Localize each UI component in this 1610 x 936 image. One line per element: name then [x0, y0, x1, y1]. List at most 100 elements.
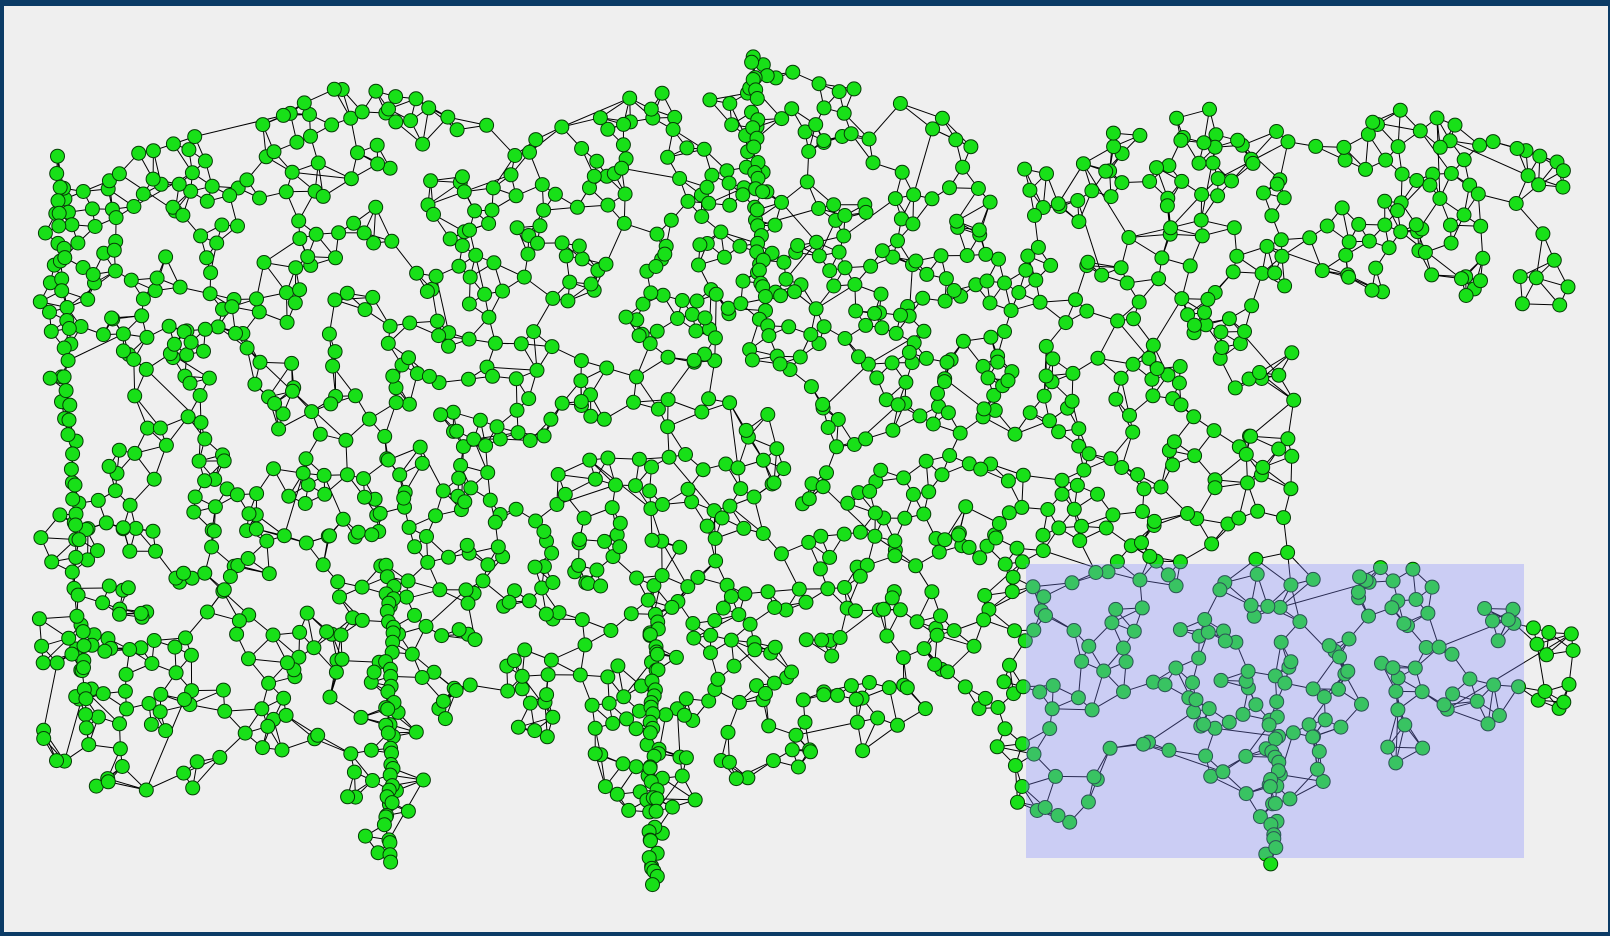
graph-node[interactable]	[610, 658, 626, 674]
graph-node[interactable]	[249, 291, 264, 307]
graph-node[interactable]	[970, 181, 986, 196]
graph-node[interactable]	[961, 539, 977, 555]
graph-node[interactable]	[543, 411, 559, 427]
graph-node[interactable]	[908, 253, 924, 269]
graph-node[interactable]	[820, 581, 836, 597]
graph-node[interactable]	[1317, 712, 1333, 728]
graph-node[interactable]	[400, 573, 416, 589]
graph-node[interactable]	[526, 324, 542, 340]
graph-node[interactable]	[1126, 311, 1141, 327]
graph-node[interactable]	[1119, 275, 1135, 291]
graph-node[interactable]	[991, 251, 1006, 267]
graph-node[interactable]	[402, 315, 418, 331]
graph-node[interactable]	[408, 91, 424, 107]
graph-node[interactable]	[1135, 736, 1151, 752]
graph-node[interactable]	[461, 371, 476, 387]
graph-node[interactable]	[146, 471, 162, 487]
graph-node[interactable]	[678, 750, 694, 766]
graph-node[interactable]	[167, 639, 183, 655]
graph-node[interactable]	[1193, 212, 1209, 228]
graph-node[interactable]	[456, 184, 472, 200]
graph-node[interactable]	[766, 475, 782, 491]
graph-node[interactable]	[649, 226, 665, 242]
graph-node[interactable]	[42, 304, 57, 320]
graph-node[interactable]	[715, 600, 731, 616]
graph-node[interactable]	[1238, 446, 1254, 462]
graph-node[interactable]	[1393, 224, 1409, 240]
graph-node[interactable]	[1405, 561, 1421, 577]
graph-node[interactable]	[811, 76, 827, 92]
graph-node[interactable]	[655, 497, 670, 512]
graph-node[interactable]	[646, 578, 662, 594]
graph-node[interactable]	[699, 179, 715, 195]
graph-node[interactable]	[858, 204, 874, 220]
graph-node[interactable]	[197, 565, 213, 581]
graph-node[interactable]	[816, 319, 832, 335]
graph-node[interactable]	[809, 234, 824, 250]
graph-node[interactable]	[948, 132, 964, 148]
graph-node[interactable]	[100, 774, 116, 790]
graph-node[interactable]	[799, 174, 815, 190]
graph-node[interactable]	[1108, 391, 1124, 407]
graph-node[interactable]	[1038, 368, 1054, 384]
graph-node[interactable]	[929, 627, 945, 643]
graph-node[interactable]	[1229, 248, 1245, 264]
graph-node[interactable]	[890, 233, 905, 249]
graph-node[interactable]	[230, 218, 245, 234]
graph-node[interactable]	[676, 707, 692, 723]
graph-node[interactable]	[1096, 663, 1112, 679]
graph-node[interactable]	[722, 197, 738, 213]
graph-node[interactable]	[881, 680, 897, 696]
graph-node[interactable]	[672, 539, 688, 555]
graph-node[interactable]	[1456, 207, 1472, 223]
graph-node[interactable]	[34, 638, 50, 654]
graph-node[interactable]	[1390, 702, 1406, 718]
graph-node[interactable]	[1277, 278, 1293, 294]
graph-node[interactable]	[1098, 520, 1114, 536]
graph-node[interactable]	[1248, 551, 1264, 567]
graph-node[interactable]	[158, 249, 174, 265]
graph-node[interactable]	[1276, 510, 1291, 526]
graph-node[interactable]	[1480, 716, 1496, 732]
graph-node[interactable]	[1058, 315, 1074, 331]
graph-node[interactable]	[1472, 137, 1488, 153]
graph-node[interactable]	[1361, 233, 1377, 249]
graph-node[interactable]	[308, 226, 324, 242]
graph-node[interactable]	[597, 533, 612, 549]
graph-node[interactable]	[181, 142, 197, 158]
graph-node[interactable]	[720, 300, 736, 316]
graph-node[interactable]	[1238, 786, 1254, 802]
graph-node[interactable]	[895, 650, 911, 666]
graph-node[interactable]	[978, 246, 994, 262]
graph-node[interactable]	[642, 336, 658, 352]
graph-node[interactable]	[946, 623, 962, 639]
graph-node[interactable]	[912, 408, 928, 424]
graph-node[interactable]	[231, 613, 247, 629]
graph-node[interactable]	[95, 686, 111, 702]
graph-node[interactable]	[152, 704, 168, 720]
graph-node[interactable]	[1420, 605, 1436, 621]
graph-node[interactable]	[855, 743, 871, 759]
graph-node[interactable]	[507, 148, 523, 163]
graph-node[interactable]	[539, 687, 555, 703]
graph-node[interactable]	[554, 235, 570, 251]
graph-node[interactable]	[1032, 684, 1048, 700]
graph-node[interactable]	[696, 141, 712, 157]
graph-node[interactable]	[1485, 613, 1500, 629]
graph-node[interactable]	[573, 353, 589, 369]
graph-canvas[interactable]	[4, 6, 1608, 932]
graph-node[interactable]	[1280, 431, 1296, 447]
graph-node[interactable]	[255, 117, 271, 133]
graph-node[interactable]	[1407, 660, 1423, 676]
graph-node[interactable]	[435, 693, 451, 709]
graph-node[interactable]	[266, 144, 282, 160]
graph-node[interactable]	[179, 347, 195, 363]
graph-node[interactable]	[354, 104, 370, 120]
graph-node[interactable]	[441, 549, 456, 565]
graph-node[interactable]	[532, 218, 548, 234]
graph-node[interactable]	[111, 442, 127, 458]
graph-node[interactable]	[84, 201, 100, 217]
graph-node[interactable]	[209, 235, 225, 251]
graph-node[interactable]	[1284, 345, 1300, 361]
graph-node[interactable]	[778, 271, 794, 287]
